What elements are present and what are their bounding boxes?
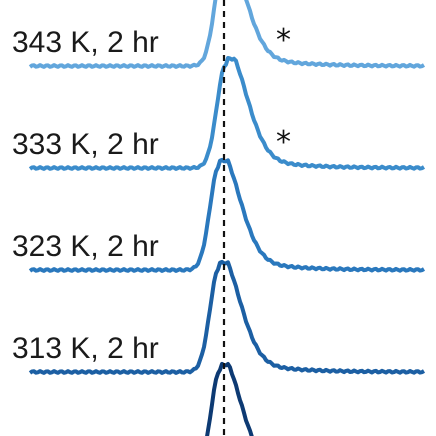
peak-marker-star-0: * <box>276 23 291 58</box>
spectrum-traces <box>28 0 426 436</box>
series-label-1: 333 K, 2 hr <box>12 128 159 161</box>
series-label-0: 343 K, 2 hr <box>12 26 159 59</box>
trace-0 <box>28 0 426 69</box>
series-label-3: 313 K, 2 hr <box>12 332 159 365</box>
trace-4 <box>205 361 254 436</box>
series-labels: 343 K, 2 hr * 333 K, 2 hr * 323 K, 2 hr 313 K… <box>12 23 291 365</box>
trace-2 <box>28 157 426 273</box>
trace-1 <box>28 56 426 171</box>
series-label-2: 323 K, 2 hr <box>12 230 159 263</box>
peak-marker-star-1: * <box>276 125 291 160</box>
trace-3 <box>28 259 426 375</box>
